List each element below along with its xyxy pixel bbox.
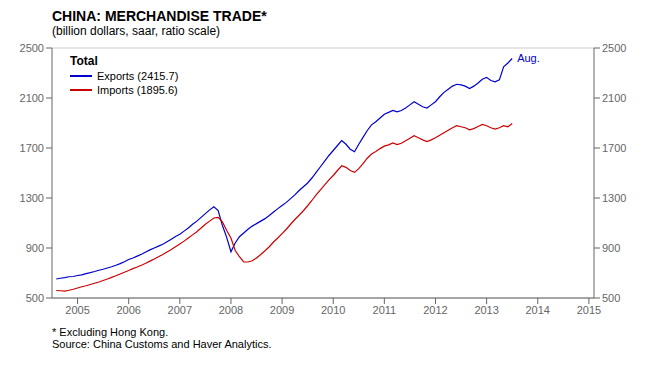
html-text:* Excluding Hong Kong.: * Excluding Hong Kong. bbox=[52, 326, 169, 338]
html-text:(billion dollars, saar, ratio: (billion dollars, saar, ratio scale) bbox=[52, 24, 221, 38]
svg-text:2012: 2012 bbox=[423, 304, 447, 316]
svg-text:2100: 2100 bbox=[20, 92, 44, 104]
svg-text:2500: 2500 bbox=[20, 42, 44, 54]
svg-text:2008: 2008 bbox=[219, 304, 243, 316]
svg-text:500: 500 bbox=[602, 292, 620, 304]
svg-text:2011: 2011 bbox=[373, 304, 397, 316]
svg-text:2500: 2500 bbox=[602, 42, 626, 54]
svg-text:2010: 2010 bbox=[321, 304, 345, 316]
svg-text:2015: 2015 bbox=[577, 304, 601, 316]
svg-text:2007: 2007 bbox=[168, 304, 192, 316]
svg-text:Aug.: Aug. bbox=[517, 52, 540, 64]
svg-text:2006: 2006 bbox=[116, 304, 140, 316]
html-text:Source: China Customs and Have: Source: China Customs and Haver Analytic… bbox=[52, 338, 272, 350]
svg-text:2100: 2100 bbox=[602, 92, 626, 104]
svg-text:2005: 2005 bbox=[65, 304, 89, 316]
svg-text:2013: 2013 bbox=[474, 304, 498, 316]
html-text:Total: Total bbox=[70, 54, 98, 68]
html-text:Imports (1895.6): Imports (1895.6) bbox=[97, 84, 178, 96]
svg-text:2009: 2009 bbox=[270, 304, 294, 316]
svg-text:1300: 1300 bbox=[20, 192, 44, 204]
svg-text:1700: 1700 bbox=[602, 142, 626, 154]
svg-text:900: 900 bbox=[602, 242, 620, 254]
html-text:CHINA: MERCHANDISE TRADE*: CHINA: MERCHANDISE TRADE* bbox=[52, 8, 267, 24]
svg-text:2014: 2014 bbox=[526, 304, 550, 316]
html-text:Exports (2415.7): Exports (2415.7) bbox=[97, 70, 179, 82]
svg-text:1700: 1700 bbox=[20, 142, 44, 154]
svg-text:500: 500 bbox=[26, 292, 44, 304]
svg-text:900: 900 bbox=[26, 242, 44, 254]
svg-text:1300: 1300 bbox=[602, 192, 626, 204]
